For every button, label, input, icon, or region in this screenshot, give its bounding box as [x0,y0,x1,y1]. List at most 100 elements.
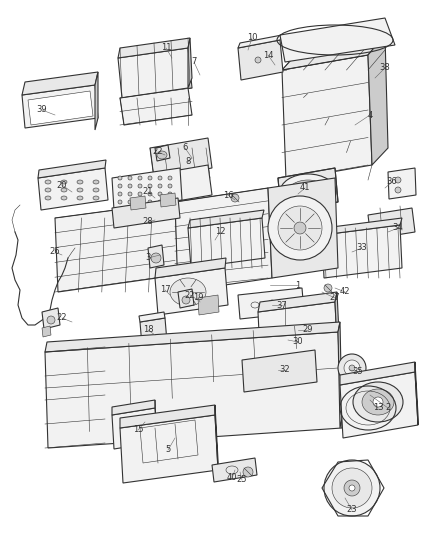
Ellipse shape [148,192,152,196]
Text: 36: 36 [387,177,397,187]
Ellipse shape [128,200,132,204]
Polygon shape [155,258,226,278]
Text: 40: 40 [227,473,237,482]
Text: 14: 14 [263,51,273,60]
Ellipse shape [158,176,162,180]
Ellipse shape [138,192,142,196]
Polygon shape [188,218,265,268]
Polygon shape [28,91,93,125]
Polygon shape [280,18,395,62]
Text: 28: 28 [143,217,153,227]
Text: 42: 42 [340,287,350,296]
Ellipse shape [118,184,122,188]
Polygon shape [188,38,192,88]
Ellipse shape [288,180,328,204]
Polygon shape [415,362,418,425]
Ellipse shape [362,389,394,415]
Polygon shape [322,218,402,235]
Ellipse shape [344,360,360,376]
Polygon shape [150,138,212,178]
Text: 16: 16 [223,190,233,199]
Ellipse shape [395,177,401,183]
Ellipse shape [93,196,99,200]
Polygon shape [95,72,98,130]
Polygon shape [118,38,190,58]
Polygon shape [268,178,338,278]
Text: 22: 22 [57,313,67,322]
Ellipse shape [61,188,67,192]
Ellipse shape [168,184,172,188]
Ellipse shape [278,206,322,250]
Text: 1: 1 [295,280,300,289]
Ellipse shape [77,188,83,192]
Polygon shape [238,288,304,319]
Polygon shape [188,210,264,228]
Ellipse shape [157,151,167,159]
Polygon shape [242,350,317,392]
Ellipse shape [61,180,67,184]
Ellipse shape [344,480,360,496]
Ellipse shape [47,316,55,324]
Ellipse shape [231,194,239,202]
Polygon shape [112,408,157,449]
Text: 11: 11 [161,44,171,52]
Polygon shape [368,208,415,239]
Text: 3: 3 [145,254,151,262]
Polygon shape [338,322,342,428]
Ellipse shape [61,196,67,200]
Text: 23: 23 [347,505,357,514]
Polygon shape [215,405,218,470]
Text: 8: 8 [185,157,191,166]
Ellipse shape [395,187,401,193]
Ellipse shape [324,460,380,516]
Ellipse shape [118,192,122,196]
Text: 37: 37 [277,301,287,310]
Ellipse shape [128,176,132,180]
Ellipse shape [148,176,152,180]
Text: 33: 33 [357,244,367,253]
Polygon shape [42,308,60,329]
Ellipse shape [243,467,253,477]
Ellipse shape [294,222,306,234]
Polygon shape [112,198,180,228]
Polygon shape [38,168,108,210]
Polygon shape [45,332,342,448]
Text: 38: 38 [380,63,390,72]
Ellipse shape [151,253,161,263]
Ellipse shape [170,278,206,306]
Ellipse shape [338,354,366,382]
Ellipse shape [158,192,162,196]
Text: 21: 21 [143,188,153,197]
Ellipse shape [131,424,139,432]
Polygon shape [22,72,98,95]
Text: 34: 34 [393,223,403,232]
Polygon shape [282,55,372,180]
Ellipse shape [138,184,142,188]
Polygon shape [258,292,337,312]
Polygon shape [212,458,257,482]
Text: 30: 30 [293,337,303,346]
Ellipse shape [332,468,372,508]
Text: 35: 35 [353,367,363,376]
Polygon shape [112,168,182,210]
Polygon shape [140,318,167,346]
Polygon shape [238,40,283,80]
Ellipse shape [138,176,142,180]
Polygon shape [22,85,98,128]
Polygon shape [198,295,219,315]
Polygon shape [340,372,418,438]
Text: 22: 22 [185,290,195,300]
Text: 2: 2 [385,403,391,413]
Polygon shape [112,400,155,415]
Text: 4: 4 [367,110,373,119]
Polygon shape [118,48,192,98]
Ellipse shape [93,180,99,184]
Polygon shape [139,312,165,322]
Ellipse shape [45,196,51,200]
Ellipse shape [328,296,336,304]
Polygon shape [155,145,170,161]
Polygon shape [322,225,402,278]
Ellipse shape [168,200,172,204]
Text: 17: 17 [160,286,170,295]
Polygon shape [175,188,272,292]
